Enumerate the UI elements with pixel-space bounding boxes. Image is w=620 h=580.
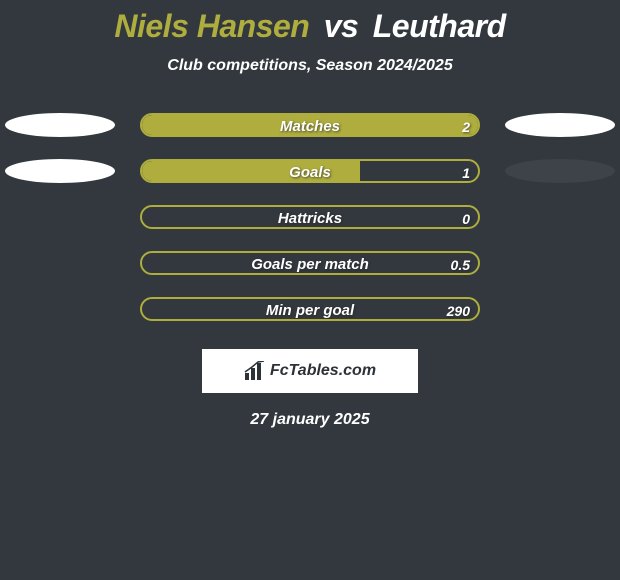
stat-label: Matches xyxy=(142,115,478,137)
logo-text: FcTables.com xyxy=(270,362,376,380)
stat-bar: Hattricks0 xyxy=(140,205,480,229)
right-pill xyxy=(505,159,615,183)
stat-row: Hattricks0 xyxy=(0,205,620,251)
subtitle: Club competitions, Season 2024/2025 xyxy=(0,57,620,75)
chart-icon xyxy=(244,361,266,381)
stat-row: Goals per match0.5 xyxy=(0,251,620,297)
stats-rows: Matches2Goals1Hattricks0Goals per match0… xyxy=(0,113,620,343)
player1-name: Niels Hansen xyxy=(114,8,309,44)
stat-value: 0.5 xyxy=(451,253,470,275)
stat-value: 2 xyxy=(462,115,470,137)
stat-value: 0 xyxy=(462,207,470,229)
stat-row: Goals1 xyxy=(0,159,620,205)
stat-bar: Matches2 xyxy=(140,113,480,137)
stat-label: Hattricks xyxy=(142,207,478,229)
stat-bar: Goals1 xyxy=(140,159,480,183)
stat-bar: Goals per match0.5 xyxy=(140,251,480,275)
stat-bar: Min per goal290 xyxy=(140,297,480,321)
player2-name: Leuthard xyxy=(373,8,506,44)
vs-text: vs xyxy=(324,8,359,44)
stat-value: 1 xyxy=(462,161,470,183)
stat-label: Goals xyxy=(142,161,478,183)
left-pill xyxy=(5,113,115,137)
logo-box: FcTables.com xyxy=(202,349,418,393)
stat-value: 290 xyxy=(447,299,470,321)
comparison-title: Niels Hansen vs Leuthard xyxy=(0,0,620,45)
stat-label: Min per goal xyxy=(142,299,478,321)
stat-label: Goals per match xyxy=(142,253,478,275)
stat-row: Matches2 xyxy=(0,113,620,159)
site-logo: FcTables.com xyxy=(244,361,376,381)
stat-row: Min per goal290 xyxy=(0,297,620,343)
snapshot-date: 27 january 2025 xyxy=(0,411,620,429)
right-pill xyxy=(505,113,615,137)
left-pill xyxy=(5,159,115,183)
